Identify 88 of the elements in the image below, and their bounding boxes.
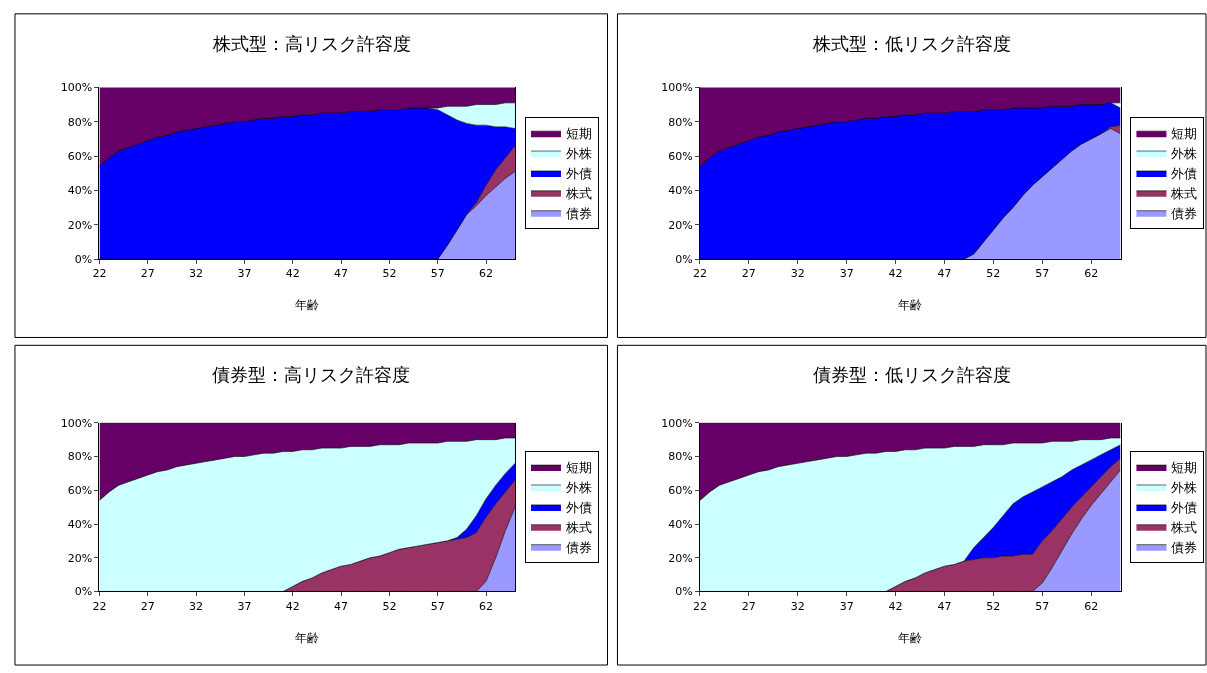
legend-label: 株式 [1170,519,1198,535]
legend-label: 外債 [1171,499,1198,515]
x-tick-label: 47 [334,599,349,613]
legend-label: 短期 [1171,460,1198,476]
y-tick-label: 40% [668,184,693,198]
legend-label: 外債 [565,499,592,515]
y-tick-label: 80% [67,115,93,129]
x-tick-label: 37 [839,599,854,613]
x-tick-label: 42 [888,267,903,281]
legend-label: 株式 [564,185,592,201]
x-axis-title: 年齢 [898,631,922,645]
legend-label: 債券 [565,539,592,555]
x-tick-label: 22 [92,599,107,613]
x-tick-label: 52 [986,267,1001,281]
x-tick-label: 62 [1084,267,1099,281]
x-tick-label: 32 [790,599,805,613]
x-tick-label: 22 [692,599,707,613]
y-tick-label: 60% [668,149,693,163]
legend-label: 外株 [565,146,592,162]
x-tick-label: 27 [741,599,756,613]
chart-title: 株式型：高リスク許容度 [212,33,411,54]
y-tick-label: 20% [668,218,693,232]
x-tick-label: 42 [285,267,300,281]
x-tick-label: 52 [986,599,1001,613]
legend-label: 短期 [1171,126,1198,142]
x-tick-label: 57 [1035,267,1050,281]
y-tick-label: 100% [661,416,693,430]
legend-label: 外株 [565,480,592,496]
x-tick-label: 52 [382,267,397,281]
x-axis-title: 年齢 [295,298,319,312]
x-tick-label: 57 [430,267,445,281]
y-tick-label: 100% [60,81,93,95]
x-tick-label: 57 [1035,599,1050,613]
x-tick-label: 62 [1084,599,1099,613]
legend-label: 外債 [565,166,592,182]
x-tick-label: 52 [382,599,397,613]
x-tick-label: 47 [937,599,952,613]
x-tick-label: 62 [479,599,494,613]
y-tick-label: 60% [67,484,93,498]
legend-label: 外株 [1171,146,1198,162]
y-tick-label: 40% [67,184,93,198]
x-tick-label: 37 [237,267,252,281]
y-tick-label: 20% [668,551,693,565]
legend-label: 債券 [1171,539,1198,555]
x-tick-label: 37 [839,267,854,281]
x-tick-label: 22 [92,267,107,281]
x-tick-label: 47 [334,267,349,281]
y-tick-label: 20% [67,218,93,232]
legend-label: 短期 [565,126,592,142]
x-tick-label: 27 [140,267,155,281]
x-tick-label: 57 [430,599,445,613]
legend-label: 債券 [565,205,592,221]
y-tick-label: 0% [74,252,93,266]
x-tick-label: 32 [189,267,204,281]
legend-label: 株式 [564,519,592,535]
x-tick-label: 32 [790,267,805,281]
x-tick-label: 42 [285,599,300,613]
x-tick-label: 47 [937,267,952,281]
y-tick-label: 80% [67,450,93,464]
x-tick-label: 37 [237,599,252,613]
legend-label: 債券 [1171,205,1198,221]
y-tick-label: 100% [661,81,693,95]
x-tick-label: 27 [741,267,756,281]
chart-title: 株式型：低リスク許容度 [812,33,1011,54]
chart-title: 債券型：低リスク許容度 [813,364,1011,385]
y-tick-label: 0% [675,585,693,599]
x-tick-label: 62 [479,267,494,281]
y-tick-label: 80% [668,450,693,464]
legend-label: 外株 [1171,480,1198,496]
x-axis-title: 年齢 [898,298,922,312]
y-tick-label: 40% [668,517,693,531]
x-tick-label: 22 [692,267,707,281]
y-tick-label: 60% [668,484,693,498]
legend-label: 株式 [1170,185,1198,201]
x-tick-label: 42 [888,599,903,613]
x-tick-label: 32 [189,599,204,613]
y-tick-label: 40% [67,517,93,531]
x-axis-title: 年齢 [295,631,319,645]
y-tick-label: 0% [675,252,693,266]
x-tick-label: 27 [140,599,155,613]
y-tick-label: 20% [67,551,93,565]
legend-label: 外債 [1171,166,1198,182]
y-tick-label: 100% [60,416,93,430]
y-tick-label: 0% [74,585,93,599]
chart-title: 債券型：高リスク許容度 [212,364,410,385]
y-tick-label: 80% [668,115,693,129]
legend-label: 短期 [565,460,592,476]
y-tick-label: 60% [67,149,93,163]
